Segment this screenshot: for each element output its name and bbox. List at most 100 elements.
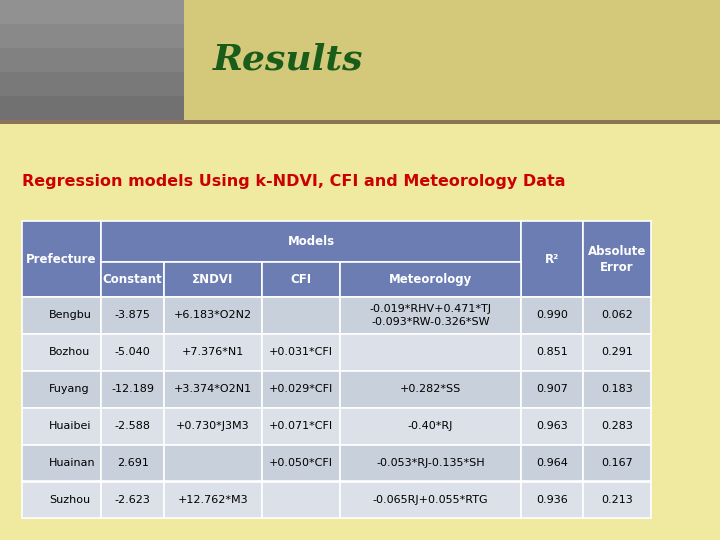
- Bar: [0, 0, 720, 120]
- Text: 0.990: 0.990: [536, 310, 568, 320]
- Text: 0.964: 0.964: [536, 458, 568, 468]
- Bar: [102, 444, 163, 482]
- Bar: [340, 371, 521, 408]
- Text: 0.283: 0.283: [601, 421, 633, 431]
- Bar: [163, 297, 262, 334]
- Text: +0.730*J3M3: +0.730*J3M3: [176, 421, 250, 431]
- Bar: [22, 297, 102, 334]
- Bar: [340, 262, 521, 297]
- Bar: [583, 444, 651, 482]
- Bar: [0, 96, 184, 120]
- Bar: [0, 24, 184, 48]
- Bar: [521, 334, 583, 371]
- Text: -0.065RJ+0.055*RTG: -0.065RJ+0.055*RTG: [372, 495, 488, 505]
- Bar: [102, 408, 163, 444]
- Bar: [583, 334, 651, 371]
- Text: 0.963: 0.963: [536, 421, 568, 431]
- Bar: [340, 334, 521, 371]
- Bar: [262, 262, 340, 297]
- Bar: [521, 297, 583, 334]
- Text: 0.851: 0.851: [536, 347, 568, 357]
- Text: +0.031*CFI: +0.031*CFI: [269, 347, 333, 357]
- Text: +6.183*O2N2: +6.183*O2N2: [174, 310, 252, 320]
- Text: Results: Results: [212, 43, 363, 77]
- Bar: [583, 408, 651, 444]
- Bar: [163, 408, 262, 444]
- Bar: [262, 482, 340, 518]
- Bar: [340, 444, 521, 482]
- Bar: [340, 408, 521, 444]
- Text: +0.029*CFI: +0.029*CFI: [269, 384, 333, 394]
- Bar: [262, 297, 340, 334]
- Text: 2.691: 2.691: [117, 458, 148, 468]
- Bar: [102, 371, 163, 408]
- Text: -0.40*RJ: -0.40*RJ: [408, 421, 453, 431]
- Text: Prefecture: Prefecture: [27, 253, 96, 266]
- Bar: [340, 482, 521, 518]
- Text: +0.071*CFI: +0.071*CFI: [269, 421, 333, 431]
- Text: Meteorology: Meteorology: [389, 273, 472, 286]
- Bar: [583, 297, 651, 334]
- Bar: [22, 408, 102, 444]
- Bar: [102, 221, 521, 262]
- Text: +12.762*M3: +12.762*M3: [178, 495, 248, 505]
- Text: 0.291: 0.291: [601, 347, 633, 357]
- Bar: [521, 408, 583, 444]
- Bar: [583, 482, 651, 518]
- Bar: [163, 482, 262, 518]
- Bar: [163, 444, 262, 482]
- Text: -0.053*RJ-0.135*SH: -0.053*RJ-0.135*SH: [376, 458, 485, 468]
- Text: Bengbu: Bengbu: [49, 310, 92, 320]
- Bar: [0, 0, 184, 120]
- Text: Bozhou: Bozhou: [49, 347, 90, 357]
- Text: 0.183: 0.183: [601, 384, 633, 394]
- Bar: [0, 48, 184, 72]
- Bar: [0, 0, 184, 24]
- Text: Huainan: Huainan: [49, 458, 96, 468]
- Bar: [521, 371, 583, 408]
- Bar: [22, 482, 102, 518]
- Text: Huaibei: Huaibei: [49, 421, 91, 431]
- Text: -12.189: -12.189: [111, 384, 154, 394]
- Text: -0.019*RHV+0.471*TJ
-0.093*RW-0.326*SW: -0.019*RHV+0.471*TJ -0.093*RW-0.326*SW: [369, 304, 491, 327]
- Bar: [102, 262, 163, 297]
- Bar: [583, 371, 651, 408]
- Bar: [262, 444, 340, 482]
- Text: 0.167: 0.167: [601, 458, 633, 468]
- Text: -5.040: -5.040: [114, 347, 150, 357]
- Text: Models: Models: [288, 235, 335, 248]
- Bar: [22, 444, 102, 482]
- Text: 0.213: 0.213: [601, 495, 633, 505]
- Text: -2.623: -2.623: [114, 495, 150, 505]
- Bar: [521, 221, 583, 297]
- Text: R²: R²: [545, 253, 559, 266]
- Bar: [163, 262, 262, 297]
- Bar: [583, 221, 651, 297]
- Bar: [163, 371, 262, 408]
- Bar: [22, 371, 102, 408]
- Bar: [22, 221, 102, 297]
- Bar: [521, 482, 583, 518]
- Text: -2.588: -2.588: [114, 421, 150, 431]
- Text: 0.062: 0.062: [601, 310, 633, 320]
- Bar: [0, 120, 720, 124]
- Bar: [102, 482, 163, 518]
- Bar: [262, 408, 340, 444]
- Text: +3.374*O2N1: +3.374*O2N1: [174, 384, 252, 394]
- Text: +0.282*SS: +0.282*SS: [400, 384, 461, 394]
- Bar: [340, 297, 521, 334]
- Text: Constant: Constant: [103, 273, 163, 286]
- Text: Fuyang: Fuyang: [49, 384, 89, 394]
- Text: Absolute
Error: Absolute Error: [588, 245, 647, 274]
- Text: ΣNDVI: ΣNDVI: [192, 273, 233, 286]
- Bar: [0, 72, 184, 96]
- Text: 0.907: 0.907: [536, 384, 568, 394]
- Bar: [262, 371, 340, 408]
- Bar: [22, 334, 102, 371]
- Bar: [262, 334, 340, 371]
- Text: CFI: CFI: [290, 273, 311, 286]
- Bar: [163, 334, 262, 371]
- Bar: [102, 334, 163, 371]
- Bar: [102, 297, 163, 334]
- Text: 0.936: 0.936: [536, 495, 568, 505]
